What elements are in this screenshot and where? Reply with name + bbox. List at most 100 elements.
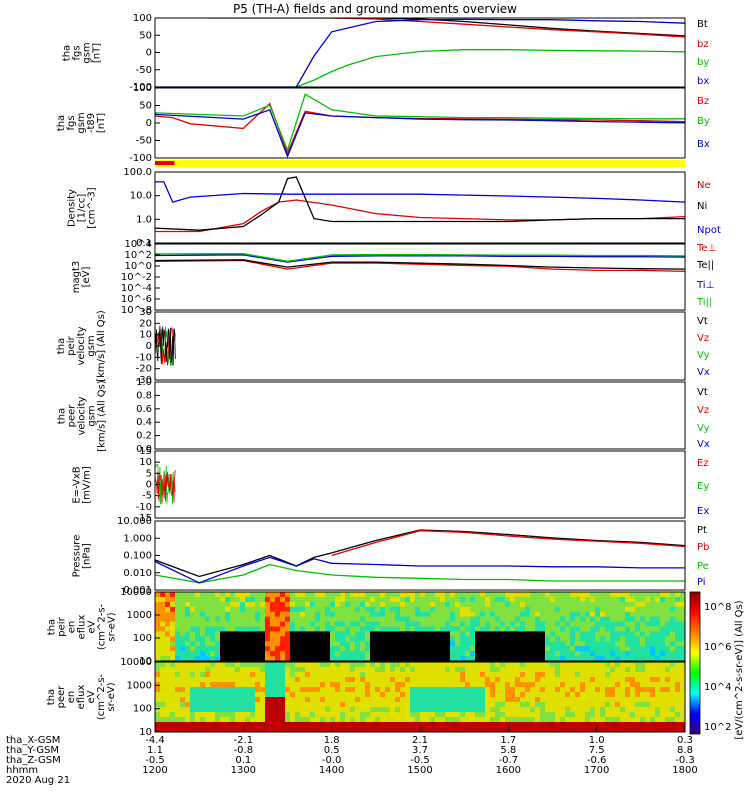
panel-frame xyxy=(154,87,686,159)
ephemeris-value: 0.5 xyxy=(323,745,340,756)
y-tick-label: 100 xyxy=(133,13,152,24)
y-tick-label: 10 xyxy=(139,656,152,667)
legend-entry: Vt xyxy=(697,387,708,398)
y-tick-label: 10000 xyxy=(120,657,152,668)
y-tick-label: 1.000 xyxy=(123,533,152,544)
y-tick-label: 10^0 xyxy=(125,261,152,272)
series-group-density xyxy=(155,176,685,233)
y-tick-label: 100 xyxy=(133,83,152,94)
legend-entry: Ne xyxy=(697,180,711,191)
ephemeris-value: 8.8 xyxy=(677,745,693,756)
y-tick-label: -10 xyxy=(136,502,152,513)
panel-peer-en-eflux: 10000 1000 100 10 xyxy=(120,657,686,738)
panel-frame xyxy=(154,171,686,244)
ephemeris-row-label: hhmm xyxy=(6,765,39,776)
ephemeris-value: 1700 xyxy=(583,765,610,776)
panel-frame xyxy=(154,591,686,662)
ephemeris-value: 0.3 xyxy=(677,735,693,746)
y-tick-label: 1.0 xyxy=(136,377,152,388)
legend-entry: bx xyxy=(697,76,710,87)
y-tick-label: 100.0 xyxy=(123,167,152,178)
legend-entry: Pe xyxy=(697,561,709,572)
heatmap-peer-en-eflux xyxy=(155,662,685,732)
y-axis-label: Pressure [nPa] xyxy=(71,534,92,577)
legend-entry: Bx xyxy=(697,139,710,150)
y-tick-label: 10^-8 xyxy=(121,305,152,316)
series-Pb xyxy=(331,530,685,557)
ephemeris-value: 1500 xyxy=(407,765,433,776)
series-Pi xyxy=(155,556,685,584)
legend-entry: Te⊥ xyxy=(697,243,717,254)
ephemeris-value: 1.1 xyxy=(147,745,163,756)
y-tick-label: 1.0 xyxy=(136,214,152,225)
y-axis-label: tha peer en eflux eV (cm^2-s-sr-eV) xyxy=(46,673,117,721)
series-bx xyxy=(155,18,685,87)
panel-fgs-gsm-t89: 100 50 0 -50 -100 xyxy=(129,83,686,164)
y-tick-label: 10^4 xyxy=(125,239,152,250)
panel-peer-velocity: 1.0 0.8 0.6 0.4 0.2 0.0 xyxy=(136,377,686,455)
legend-entry: Npot xyxy=(697,225,721,236)
y-tick-label: 0.100 xyxy=(123,551,152,562)
series-Ti⊥ xyxy=(155,254,685,263)
ephemeris-value: 1400 xyxy=(318,765,345,776)
y-tick-label: 10.000 xyxy=(117,516,152,527)
y-tick-label: -50 xyxy=(136,65,152,76)
series-by xyxy=(296,49,685,87)
y-axis-label: magt3 [eV] xyxy=(71,260,92,294)
panel-fgs-gsm: 100 50 0 -50 -100 xyxy=(129,13,686,93)
ephemeris-value: 5.8 xyxy=(500,745,517,756)
red-status-bar xyxy=(155,161,175,165)
colorbar: 10^8 10^6 10^4 10^2 xyxy=(689,591,731,735)
y-tick-label: 0.1 xyxy=(136,238,152,249)
legend-entry: Pi xyxy=(697,577,706,588)
legend-entry: By xyxy=(697,116,710,127)
noise-trace-2 xyxy=(155,325,176,366)
series-Bx xyxy=(155,108,685,158)
series-Te⊥ xyxy=(155,259,685,273)
y-axis-label: tha peir en eflux eV (cm^2-s-sr-eV) xyxy=(46,603,117,650)
panel-frame xyxy=(154,450,686,519)
ephemeris-row-label: tha_Y-GSM xyxy=(6,745,60,756)
series-group-pressure xyxy=(155,529,685,584)
ephemeris-value: -0.5 xyxy=(410,755,430,766)
series-Bz xyxy=(155,102,685,156)
ephemeris-value: -2.1 xyxy=(233,735,254,746)
legend-entry: Vz xyxy=(697,333,710,344)
ephemeris-row-label: tha_X-GSM xyxy=(6,735,61,746)
series-Te|| xyxy=(155,259,685,270)
legend-entry: Vx xyxy=(697,439,710,450)
ephemeris-value: -0.0 xyxy=(321,755,342,766)
legend-entry: Ni xyxy=(697,201,708,212)
y-tick-label: 1000 xyxy=(127,610,152,621)
ephemeris-value: 1200 xyxy=(142,765,168,776)
y-tick-label: 0.6 xyxy=(136,404,152,415)
y-axis-label: Density [1/cc] [cm^-3] xyxy=(66,186,97,229)
legend-entry: Vt xyxy=(697,316,708,327)
y-tick-label: -10 xyxy=(136,352,152,363)
legend-entry: Pb xyxy=(697,542,710,553)
ephemeris-value: 7.5 xyxy=(588,745,605,756)
y-tick-label: 50 xyxy=(139,101,152,112)
colorbar-tick: 10^6 xyxy=(704,642,731,653)
y-tick-label: 0 xyxy=(146,480,152,491)
series-Bt xyxy=(208,18,685,37)
ephemeris-value: -0.8 xyxy=(233,745,254,756)
panel-pressure: 10.000 1.000 0.100 0.010 0.001 xyxy=(117,516,686,596)
colorbar-gradient xyxy=(689,591,701,735)
ephemeris-value: -0.3 xyxy=(675,755,695,766)
legend-entry: Vz xyxy=(697,405,710,416)
ephemeris-value: 0.1 xyxy=(235,755,252,766)
y-tick-label: 0 xyxy=(146,48,152,59)
series-Ni xyxy=(155,176,685,231)
series-Ti|| xyxy=(155,253,685,262)
legend-entry: Ti⊥ xyxy=(697,280,715,291)
y-tick-label: 10 xyxy=(139,727,152,738)
y-tick-label: 50 xyxy=(139,30,152,41)
y-axis-label: tha fgs gsm -t89 [nT] xyxy=(56,112,107,134)
ephemeris-value: -0.5 xyxy=(145,755,165,766)
colorbar-tick: 10^8 xyxy=(704,602,731,613)
series-By xyxy=(155,93,685,153)
series-Npot xyxy=(155,181,685,203)
